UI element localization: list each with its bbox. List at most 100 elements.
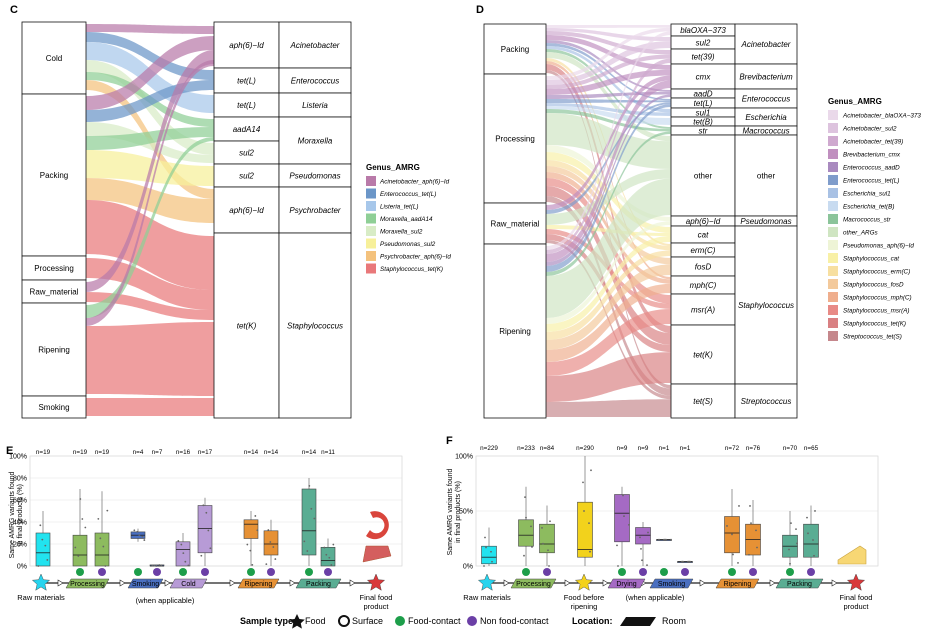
genus-node-enterococcus: [278, 67, 352, 94]
jitter-point: [755, 529, 757, 532]
legend-swatch: [828, 201, 838, 211]
jitter-point: [141, 535, 144, 538]
legend-label: Listeria_tet(L): [380, 204, 419, 211]
flow-band-d-0: [546, 25, 671, 28]
room-shape: [510, 578, 557, 589]
genus-node-other: [734, 134, 798, 217]
arg-node: [670, 324, 736, 385]
panel-d-genus-axis: Acinetobacter Brevibacterium Enterococcus E…: [734, 23, 798, 419]
flow-band-d-47: [546, 250, 671, 340]
panel-e-label: E: [6, 445, 13, 457]
legend-label: Psychrobacter_aph(6)−Id: [380, 254, 451, 261]
flow-band-d-26: [546, 166, 671, 265]
food-contact-dot-icon: [395, 616, 405, 626]
arg-label: aadD: [693, 90, 712, 99]
box-8: [724, 489, 740, 566]
genus-label: Macrococcus: [742, 127, 789, 136]
jitter-point: [485, 546, 487, 549]
flow-band-d-49: [546, 283, 671, 362]
food-legend-label: Food: [305, 616, 326, 626]
y-tick-label: 100%: [455, 454, 473, 461]
box-body: [518, 519, 534, 547]
box-3: [577, 456, 593, 566]
room-shape-icon: [620, 617, 656, 626]
arg-label: tet(L): [237, 77, 256, 86]
flow-arrow-icon: [119, 579, 126, 587]
n-label: n=72: [725, 445, 740, 452]
box-body: [197, 505, 213, 554]
panel-e-plot: 100% 80% 60% 40% 20% 0% n=19 n=19 n=19 n=4 n=7 n=16…: [9, 449, 403, 576]
non-food-contact-dot: [324, 568, 332, 576]
flow-band-d-25: [546, 160, 671, 251]
location-label: Processing: [495, 135, 535, 144]
box-body: [72, 534, 88, 567]
room-label: Processing: [70, 581, 105, 588]
n-label: n=76: [746, 445, 761, 452]
box-9: [745, 500, 761, 566]
legend-swatch: [828, 331, 838, 341]
legend-swatch: [828, 214, 838, 224]
panel-f-ylabel-1: Same AMRG variants found: [447, 469, 454, 556]
arg-label: fosD: [695, 263, 712, 272]
genus-label: Staphylococcus: [738, 301, 794, 310]
panel-d-legend: Genus_AMRG Acinetobacter_blaOXA−373 Acine…: [828, 97, 921, 341]
panel-e-ylabel-2: in final products (%): [17, 484, 24, 546]
jitter-point: [180, 543, 183, 546]
jitter-point: [796, 542, 798, 545]
panel-c-legend: Genus_AMRG Acinetobacter_aph(6)−Id Entero…: [366, 163, 451, 274]
arg-label: blaOXA−373: [680, 26, 726, 35]
panel-f-flow: Raw materials Processing Food beforeripeni…: [463, 545, 872, 611]
room-shape: [775, 578, 824, 589]
legend-label: Pseudomonas_sul2: [380, 241, 436, 248]
jitter-point: [106, 509, 109, 512]
n-label: n=14: [264, 449, 279, 456]
legend-label: Streptococcus_tet(S): [843, 334, 902, 341]
jitter-point: [303, 540, 306, 543]
flow-band-d-16: [546, 69, 671, 95]
flow-arrow-icon: [57, 579, 64, 587]
arg-label: str: [699, 127, 708, 136]
jitter-point: [542, 542, 544, 545]
jitter-point: [491, 560, 493, 563]
room-label: Ripening: [724, 581, 752, 588]
legend-label: Staphylococcus_tet(K): [843, 321, 906, 328]
jitter-point: [251, 564, 254, 566]
legend-label: Pseudomonas_aph(6)−Id: [843, 243, 914, 250]
food-contact-dot: [305, 568, 313, 576]
panel-c-arg-axis: aph(6)−Id tet(L) tet(L) aadA14 sul2 sul2 aph(6…: [213, 21, 280, 419]
n-label: n=16: [176, 449, 191, 456]
jitter-point: [583, 510, 585, 512]
legend-label: Enterococcus_aadD: [843, 165, 900, 172]
room-processing: Processing: [510, 578, 557, 589]
room-cold: Cold: [169, 578, 208, 589]
legend-swatch: [828, 227, 838, 237]
arg-label: sul1: [696, 109, 711, 118]
jitter-point: [756, 546, 758, 549]
flow-band-c-11: [86, 178, 214, 223]
arg-label: aph(6)−Id: [229, 206, 264, 215]
food-contact-legend-label: Food-contact: [408, 616, 461, 626]
jitter-point: [267, 529, 270, 531]
n-label: n=19: [95, 449, 110, 456]
jitter-point: [81, 518, 84, 520]
room-ripening: Ripening: [715, 578, 760, 589]
panel-f-plot: 100% 50% 0% n=229 n=233 n=84 n=290 n=9 n=9 n=1 n=1…: [455, 445, 879, 576]
flow-band-d-45: [546, 221, 671, 324]
jitter-point: [256, 529, 259, 532]
n-label: n=7: [152, 449, 163, 456]
jitter-point: [136, 530, 139, 533]
box-3: [130, 528, 146, 542]
panel-c: C Cold Packing Processing Raw_material Ripen…: [10, 4, 451, 419]
legend-swatch: [828, 175, 838, 185]
room-packing: Packing: [295, 578, 342, 589]
box-11: [803, 505, 819, 566]
arg-node: [213, 116, 280, 142]
legend-label: Acinetobacter_tet(39): [842, 139, 903, 146]
genus-label: Psychrobacter: [289, 206, 340, 215]
legend-swatch: [828, 305, 838, 315]
legend-label: Brevibacterium_cmx: [843, 152, 901, 159]
sample-type-label: Sample type:: [240, 616, 296, 626]
jitter-point: [274, 558, 277, 560]
y-tick-label: 60%: [13, 498, 27, 505]
non-food-contact-dot: [201, 568, 209, 576]
